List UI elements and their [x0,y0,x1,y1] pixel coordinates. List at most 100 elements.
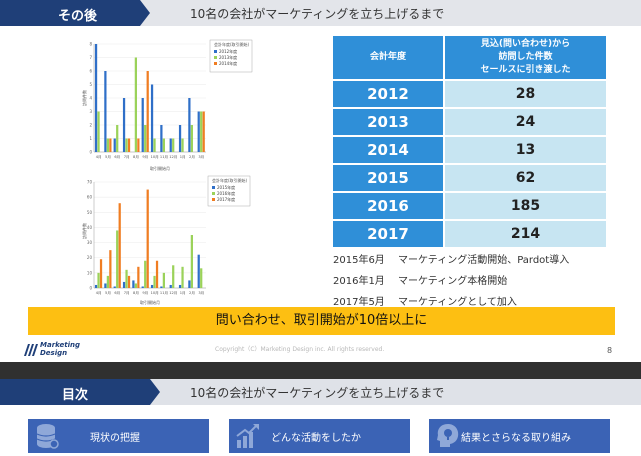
table-header-line: セールスに引き渡した [480,65,571,75]
y-tick-label: 0 [89,286,92,291]
y-tick-label: 3 [89,109,92,114]
x-tick-label: 2月 [189,290,195,295]
legend-swatch [212,186,215,189]
results-table: 会計年度 見込(問い合わせ)から 訪問した件数 セールスに引き渡した 2012 2… [331,34,608,249]
x-tick-label: 11月 [160,154,168,159]
x-tick-label: 4月 [96,154,102,159]
table-header-count: 見込(問い合わせ)から 訪問した件数 セールスに引き渡した [443,34,608,81]
chart-bottom-xlabel: 取引開始月 [140,299,160,305]
x-tick-label: 7月 [124,290,130,295]
bar [116,230,119,288]
bar [197,111,200,152]
toc-card-label: 結果とさらなる取り組み [461,433,571,444]
bar [141,98,144,152]
header-tab-2 [0,379,160,405]
bar [162,272,165,288]
year-cell: 2012 [331,79,445,109]
slide-footer: Marketing Design Copyright（C）Marketing D… [0,338,641,360]
bar [197,254,200,288]
x-tick-label: 3月 [198,290,204,295]
bar [97,272,100,288]
bar [178,284,182,288]
bar [127,138,131,152]
y-tick-label: 6 [89,69,92,74]
bar [109,138,112,152]
bar [169,284,172,288]
toc-card-results[interactable]: 結果とさらなる取り組み [429,419,610,453]
legend-swatch [212,192,215,195]
bar [160,286,163,288]
bar [146,189,149,288]
chart-bottom: 0 10 20 30 40 50 60 70 4月 5月 6月 7月 8月 9月 10月 11月 12月 1月 2月… [81,175,251,305]
bar [141,286,144,288]
legend-label: 2012年度 [219,48,237,54]
y-tick-label: 70 [87,180,93,185]
y-tick-label: 20 [87,255,93,260]
table-row: 2014 13 [331,135,608,165]
x-tick-label: 4月 [96,290,102,295]
x-tick-label: 9月 [142,154,148,159]
table-row: 2017 214 [331,219,608,249]
bar [146,71,149,152]
page-title-2: 10名の会社がマーケティングを立ち上げるまで [190,386,445,400]
legend-label: 2014年度 [219,60,237,66]
y-tick-label: 8 [89,42,92,47]
count-cell: 214 [443,219,608,249]
y-tick-label: 50 [87,210,93,215]
bar [122,281,126,288]
logo-mark-icon [24,344,38,356]
y-tick-label: 4 [89,96,92,101]
highlight-banner: 問い合わせ、取引開始が10倍以上に [28,307,615,335]
database-icon [36,424,59,449]
chart-bottom-plot: 0 10 20 30 40 50 60 70 4月 5月 6月 7月 8月 9月 10月 11月 12月 1月 2月… [87,180,206,295]
y-tick-label: 7 [89,55,92,60]
y-tick-label: 30 [87,240,93,245]
chart-top-plot: 0 1 2 3 4 5 6 7 8 4月 5月 6月 7月 8月 9月 10月 11月 12月 1月 2月 3月 [89,42,206,159]
year-cell: 2014 [331,135,445,165]
chart-bottom-legend-title: 会計年度(取引開始) [212,177,248,183]
bar [162,138,165,152]
lightbulb-head-icon [437,424,459,447]
bar [94,44,98,152]
x-tick-label: 9月 [142,290,148,295]
legend-swatch [214,56,217,59]
legend-label: 2013年度 [219,54,237,60]
toc-card-label: 現状の把握 [90,433,140,444]
section-label: その後 [58,9,98,24]
bar [125,269,128,288]
x-tick-label: 10月 [151,154,159,159]
bar [144,260,147,288]
chart-bottom-ylabel: 訪問件数 [81,223,87,239]
table-header-year: 会計年度 [331,34,445,81]
bar [137,138,140,152]
table-row: 2012 28 [331,79,608,109]
chart-top-legend-title: 会計年度(取引開始) [214,41,250,47]
legend-swatch [214,50,217,53]
chart-top-ylabel: 訪問件数 [81,90,87,106]
growth-chart-icon [236,424,259,448]
bar [178,125,182,152]
bar [113,138,116,152]
x-tick-label: 12月 [169,290,177,295]
timeline-note: 2017年5月 マーケティングとして加入 [333,297,517,308]
bar [155,260,159,288]
chart-top: 0 1 2 3 4 5 6 7 8 4月 5月 6月 7月 8月 9月 10月 11月 12月 1月 2月 3月 訪問件… [81,39,253,171]
legend-label: 2015年度 [217,184,235,190]
toc-card-activities[interactable]: どんな活動をしたか [229,419,410,453]
header-bar-2: 目次 10名の会社がマーケティングを立ち上げるまで [0,379,641,405]
bar [106,275,109,288]
logo-text-1: Marketing [40,341,81,349]
bar [137,266,140,288]
bar [172,138,175,152]
logo-text-2: Design [40,349,68,357]
bar [104,71,107,152]
y-tick-label: 5 [89,82,92,87]
bar [94,284,98,288]
legend-swatch [212,198,215,201]
toc-card-current-state[interactable]: 現状の把握 [28,419,209,453]
page-number: 8 [607,346,613,355]
bar [127,275,131,288]
bar [200,268,203,288]
